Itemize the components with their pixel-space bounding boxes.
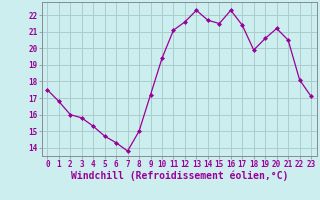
- X-axis label: Windchill (Refroidissement éolien,°C): Windchill (Refroidissement éolien,°C): [70, 171, 288, 181]
